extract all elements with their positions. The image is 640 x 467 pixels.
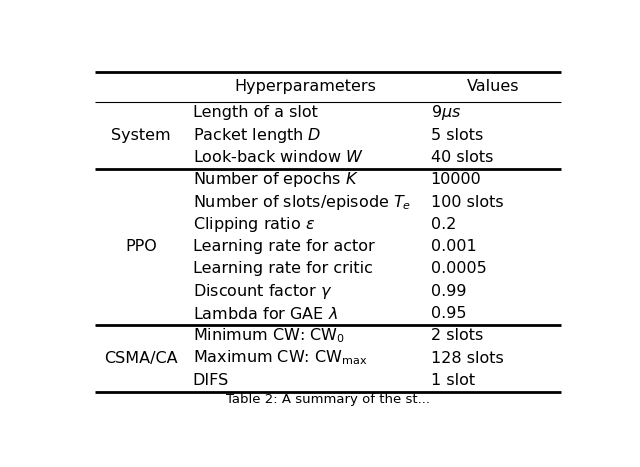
Text: Length of a slot: Length of a slot: [193, 106, 317, 120]
Text: 0.0005: 0.0005: [431, 262, 486, 276]
Text: Hyperparameters: Hyperparameters: [235, 79, 376, 94]
Text: Discount factor $\gamma$: Discount factor $\gamma$: [193, 282, 332, 301]
Text: $9\mu s$: $9\mu s$: [431, 103, 461, 122]
Text: Maximum CW: $\mathrm{CW}_{\mathrm{max}}$: Maximum CW: $\mathrm{CW}_{\mathrm{max}}$: [193, 349, 367, 368]
Text: DIFS: DIFS: [193, 373, 229, 388]
Text: 0.2: 0.2: [431, 217, 456, 232]
Text: Look-back window $W$: Look-back window $W$: [193, 149, 364, 165]
Text: 1 slot: 1 slot: [431, 373, 475, 388]
Text: Values: Values: [467, 79, 519, 94]
Text: Learning rate for actor: Learning rate for actor: [193, 239, 374, 254]
Text: Clipping ratio $\varepsilon$: Clipping ratio $\varepsilon$: [193, 215, 315, 234]
Text: Number of slots/episode $T_e$: Number of slots/episode $T_e$: [193, 192, 411, 212]
Text: Table 2: A summary of the st...: Table 2: A summary of the st...: [226, 393, 430, 406]
Text: System: System: [111, 127, 171, 142]
Text: Minimum CW: $\mathrm{CW}_0$: Minimum CW: $\mathrm{CW}_0$: [193, 326, 345, 345]
Text: Number of epochs $K$: Number of epochs $K$: [193, 170, 358, 189]
Text: 0.95: 0.95: [431, 306, 466, 321]
Text: 0.001: 0.001: [431, 239, 476, 254]
Text: 5 slots: 5 slots: [431, 127, 483, 142]
Text: 100 slots: 100 slots: [431, 195, 503, 210]
Text: CSMA/CA: CSMA/CA: [104, 351, 177, 366]
Text: Packet length $D$: Packet length $D$: [193, 126, 321, 145]
Text: 0.99: 0.99: [431, 284, 466, 299]
Text: Lambda for GAE $\lambda$: Lambda for GAE $\lambda$: [193, 305, 337, 321]
Text: Learning rate for critic: Learning rate for critic: [193, 262, 372, 276]
Text: 128 slots: 128 slots: [431, 351, 504, 366]
Text: 2 slots: 2 slots: [431, 328, 483, 343]
Text: 40 slots: 40 slots: [431, 150, 493, 165]
Text: 10000: 10000: [431, 172, 481, 187]
Text: PPO: PPO: [125, 239, 157, 254]
